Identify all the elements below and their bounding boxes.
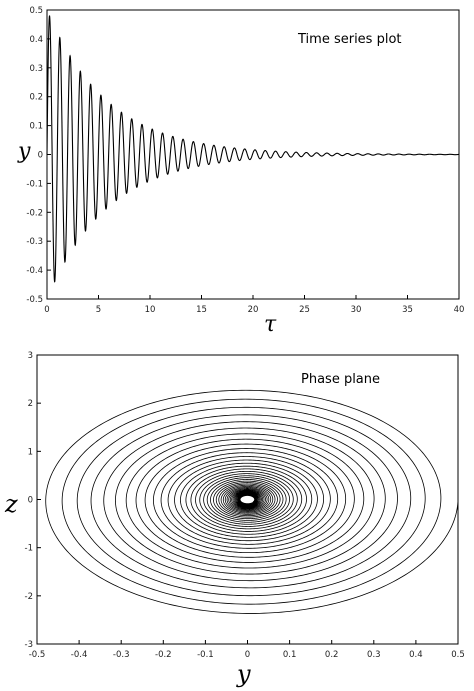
phase-plane-spiral xyxy=(45,389,459,614)
phase-plane-y-tick-label: -2 xyxy=(25,592,33,602)
time-series-y-axis-label: y xyxy=(17,139,31,164)
phase-plane-x-ticks: -0.5 -0.4 -0.3 -0.2 -0.1 0 0.1 0.2 0.3 0.4 0.5 xyxy=(29,640,465,660)
time-series-y-tick-label: -0.4 xyxy=(26,266,43,276)
time-series-x-tick-label: 25 xyxy=(299,305,310,315)
time-series-x-tick-label: 15 xyxy=(196,305,207,315)
time-series-line xyxy=(46,15,460,283)
time-series-x-tick-label: 30 xyxy=(351,305,362,315)
time-series-y-tick-label: 0 xyxy=(38,151,43,161)
phase-plane-y-tick-label: -3 xyxy=(25,640,33,650)
time-series-annotation: Time series plot xyxy=(297,32,402,47)
phase-plane-x-axis-label: y xyxy=(236,660,251,688)
time-series-y-tick-label: 0.1 xyxy=(29,122,43,132)
phase-plane-x-tick-label: 0.4 xyxy=(409,650,423,660)
phase-plane-y-tick-label: -1 xyxy=(25,544,33,554)
phase-plane-x-tick-label: -0.1 xyxy=(197,650,214,660)
phase-plane-x-tick-label: 0.5 xyxy=(451,650,465,660)
phase-plane-chart: -0.5 -0.4 -0.3 -0.2 -0.1 0 0.1 0.2 0.3 0.4 0.5 3 2 1… xyxy=(4,351,465,688)
time-series-y-tick-label: 0.2 xyxy=(29,93,43,103)
phase-plane-x-tick-label: 0.3 xyxy=(367,650,381,660)
phase-plane-x-tick-label: -0.3 xyxy=(113,650,130,660)
phase-plane-x-tick-label: -0.5 xyxy=(29,650,46,660)
time-series-x-axis-label: τ xyxy=(264,312,277,337)
phase-plane-y-ticks: 3 2 1 0 -1 -2 -3 xyxy=(25,351,41,650)
time-series-y-tick-label: 0.5 xyxy=(29,6,43,16)
time-series-x-tick-label: 0 xyxy=(44,305,49,315)
time-series-y-tick-label: -0.2 xyxy=(26,208,43,218)
phase-plane-x-tick-label: 0.2 xyxy=(325,650,339,660)
phase-plane-x-tick-label: -0.2 xyxy=(155,650,172,660)
time-series-chart: 0 5 10 15 20 25 30 35 40 0.5 0.4 0.3 0.2 0.1 0 -0.1 -0.… xyxy=(17,6,464,337)
time-series-x-tick-label: 10 xyxy=(145,305,156,315)
phase-plane-plot-frame xyxy=(36,354,459,645)
time-series-x-tick-label: 5 xyxy=(96,305,101,315)
phase-plane-y-axis-label: z xyxy=(4,490,18,518)
time-series-y-tick-label: -0.5 xyxy=(26,295,43,305)
time-series-y-tick-label: 0.3 xyxy=(29,64,43,74)
phase-plane-x-tick-label: 0 xyxy=(245,650,250,660)
time-series-x-ticks: 0 5 10 15 20 25 30 35 40 xyxy=(44,295,464,315)
time-series-y-tick-label: 0.4 xyxy=(29,35,43,45)
phase-plane-y-tick-label: 0 xyxy=(28,496,33,506)
time-series-x-tick-label: 40 xyxy=(454,305,465,315)
phase-plane-y-tick-label: 3 xyxy=(28,351,33,361)
time-series-x-tick-label: 20 xyxy=(248,305,259,315)
phase-plane-y-tick-label: 2 xyxy=(28,399,33,409)
phase-plane-annotation: Phase plane xyxy=(301,372,380,387)
phase-plane-x-tick-label: 0.1 xyxy=(283,650,297,660)
time-series-y-tick-label: -0.1 xyxy=(26,179,43,189)
time-series-x-tick-label: 35 xyxy=(402,305,413,315)
phase-plane-y-tick-label: 1 xyxy=(28,447,33,457)
phase-plane-x-tick-label: -0.4 xyxy=(71,650,88,660)
time-series-y-tick-label: -0.3 xyxy=(26,237,43,247)
